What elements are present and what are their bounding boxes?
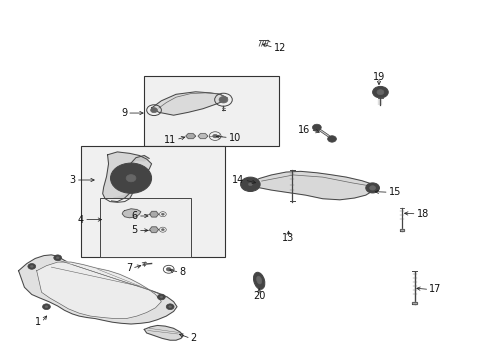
Circle shape [110, 163, 151, 193]
Text: 18: 18 [416, 209, 428, 219]
Circle shape [161, 213, 164, 215]
Text: 1: 1 [35, 317, 41, 327]
Polygon shape [399, 229, 404, 231]
Ellipse shape [253, 272, 264, 289]
Circle shape [30, 265, 33, 267]
Polygon shape [131, 156, 149, 165]
Circle shape [56, 257, 59, 259]
Circle shape [42, 304, 50, 310]
Polygon shape [111, 193, 131, 202]
Circle shape [161, 229, 164, 231]
Circle shape [212, 134, 217, 138]
Polygon shape [198, 134, 207, 139]
Circle shape [45, 306, 48, 308]
Polygon shape [37, 262, 161, 319]
Circle shape [372, 86, 387, 98]
Circle shape [327, 136, 336, 142]
Circle shape [365, 183, 379, 193]
Text: 2: 2 [190, 333, 197, 343]
Text: 10: 10 [228, 132, 241, 143]
Circle shape [312, 124, 321, 131]
Circle shape [245, 181, 255, 188]
Text: 8: 8 [179, 267, 185, 277]
Polygon shape [19, 255, 177, 324]
Text: 9: 9 [121, 108, 127, 118]
Bar [81, 146, 224, 257]
Bar [100, 198, 190, 257]
Circle shape [126, 175, 136, 182]
Text: 12: 12 [273, 42, 285, 53]
Circle shape [117, 168, 144, 188]
Polygon shape [149, 211, 158, 217]
Polygon shape [411, 302, 416, 304]
Circle shape [219, 96, 227, 103]
Text: 13: 13 [282, 233, 294, 243]
Circle shape [166, 304, 174, 310]
Circle shape [168, 306, 171, 308]
Ellipse shape [256, 276, 261, 284]
Polygon shape [249, 171, 373, 200]
Text: 14: 14 [232, 175, 244, 185]
Text: 7: 7 [125, 263, 132, 273]
Polygon shape [102, 152, 151, 202]
Polygon shape [144, 325, 183, 340]
Text: 17: 17 [428, 284, 441, 294]
Text: 15: 15 [388, 187, 400, 197]
Circle shape [28, 264, 36, 269]
Text: 11: 11 [163, 135, 176, 145]
Polygon shape [149, 227, 158, 233]
Circle shape [376, 90, 383, 95]
Text: 6: 6 [131, 211, 138, 221]
Circle shape [369, 186, 375, 190]
Polygon shape [122, 209, 141, 218]
Polygon shape [151, 92, 227, 115]
Text: 4: 4 [78, 215, 84, 225]
Bar [144, 76, 278, 146]
Circle shape [157, 294, 165, 300]
Circle shape [248, 183, 252, 186]
Circle shape [54, 255, 61, 261]
Text: 3: 3 [69, 175, 76, 185]
Text: 19: 19 [372, 72, 385, 82]
Polygon shape [185, 134, 195, 139]
Circle shape [240, 177, 260, 192]
Circle shape [150, 108, 157, 113]
Circle shape [166, 267, 171, 271]
Circle shape [160, 296, 163, 298]
Text: 5: 5 [131, 225, 138, 235]
Text: 16: 16 [298, 125, 310, 135]
Text: 20: 20 [252, 291, 265, 301]
